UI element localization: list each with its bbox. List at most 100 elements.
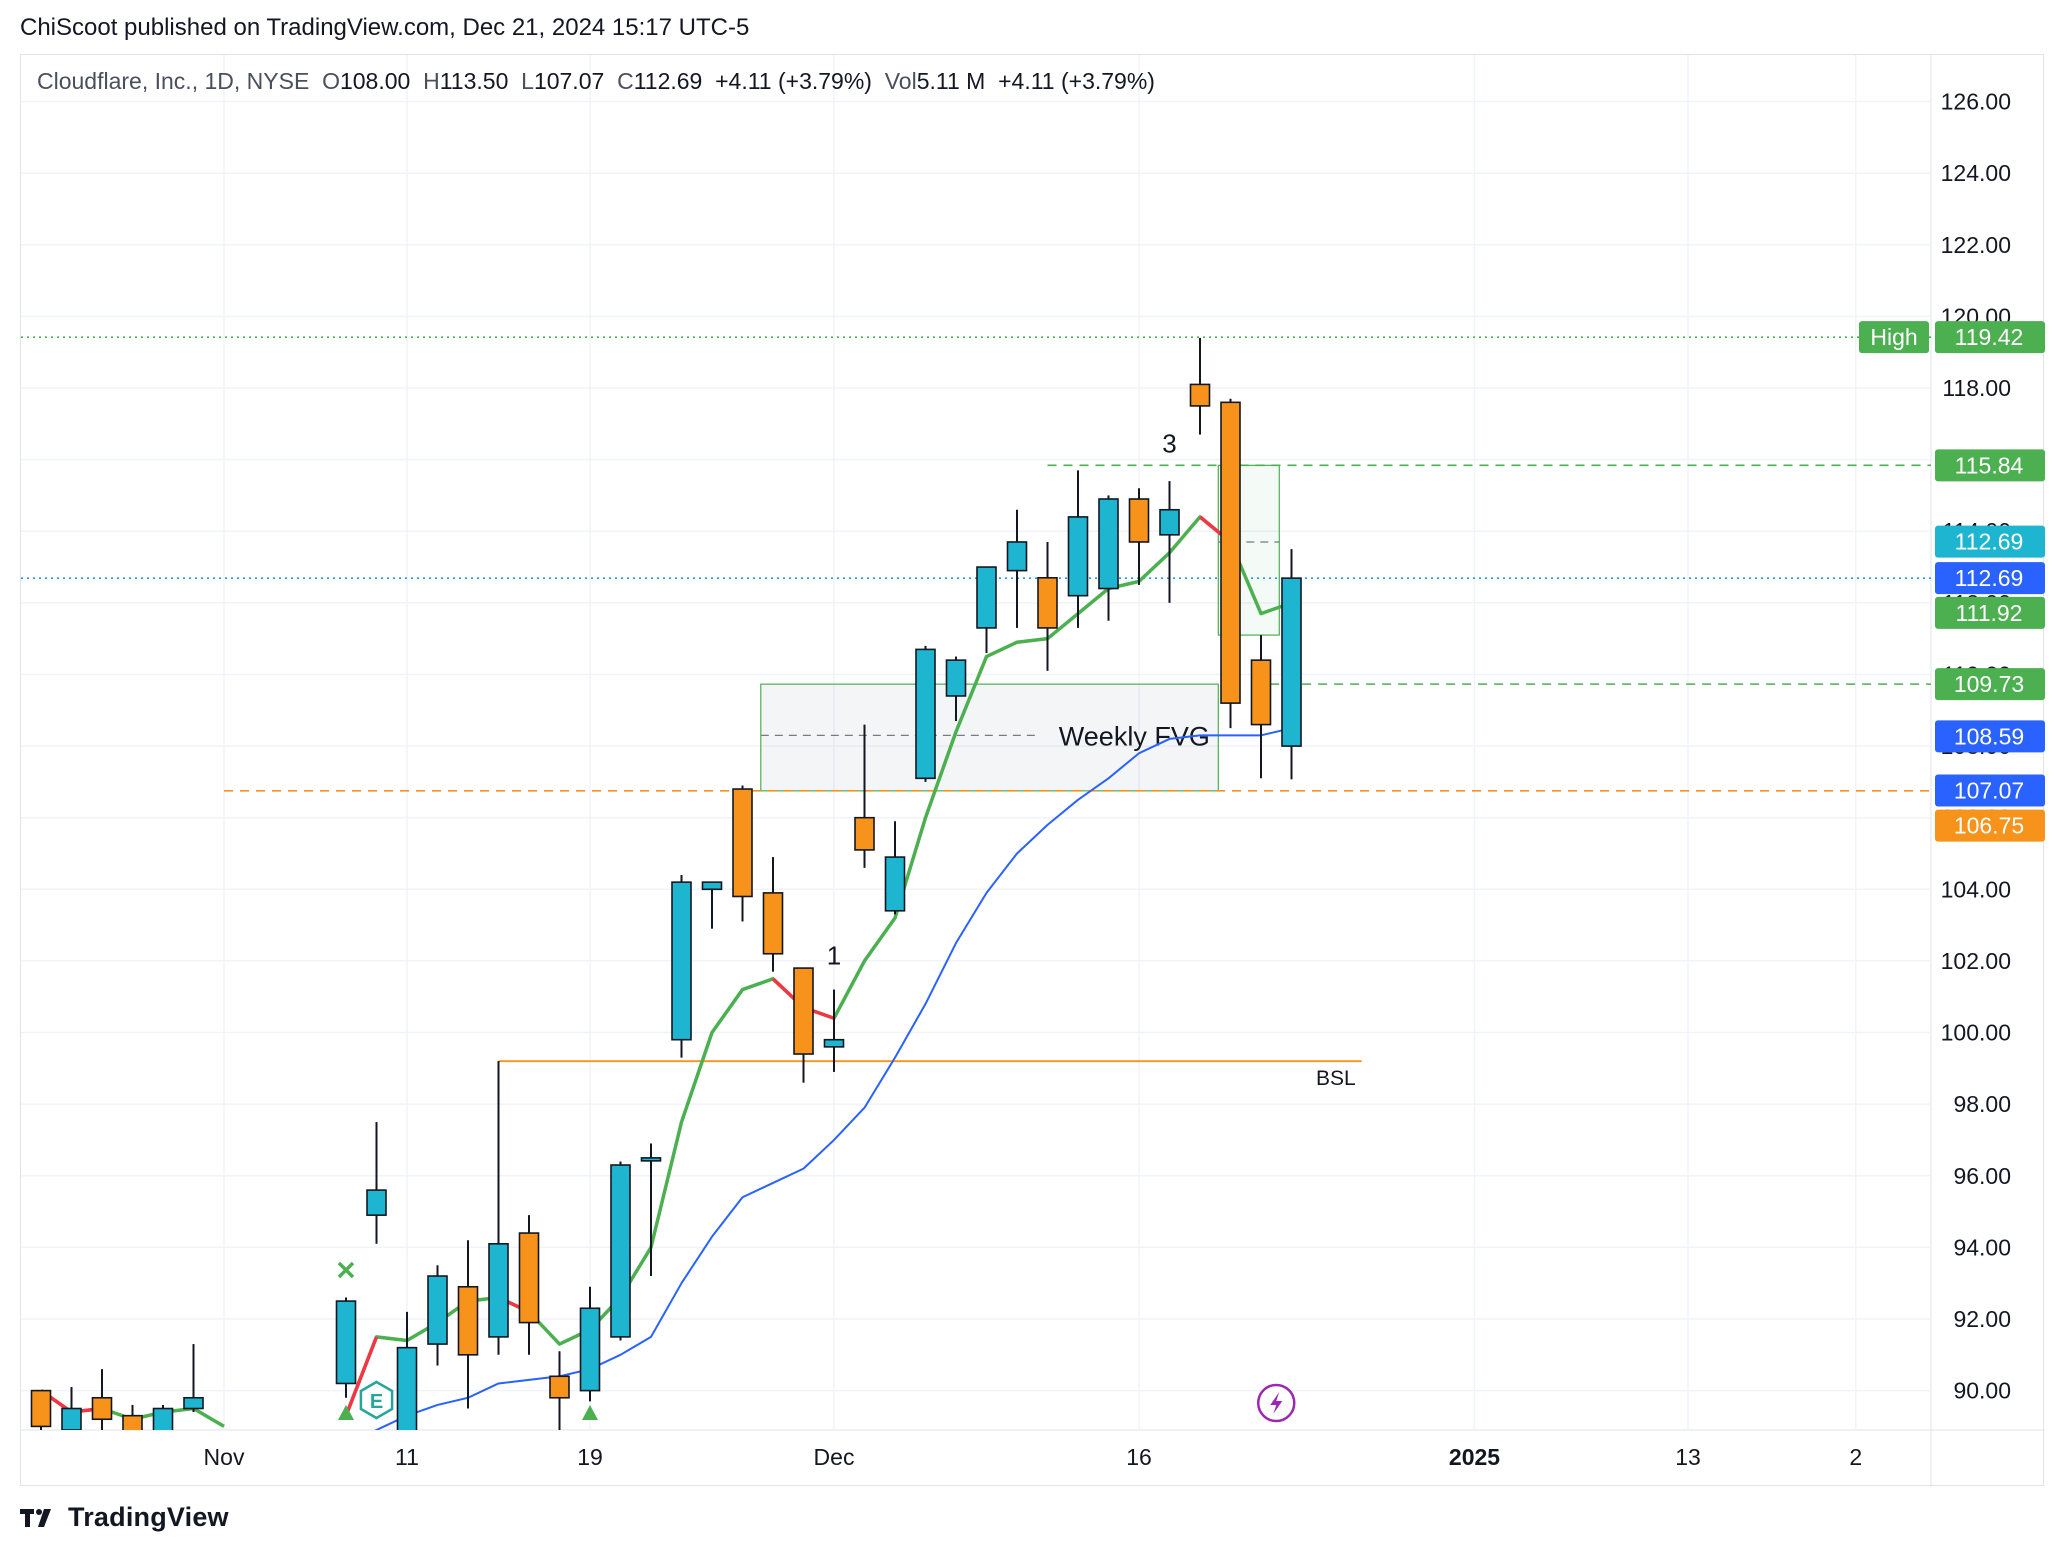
y-tick-label: 98.00 [1953,1091,2011,1117]
y-tick-label: 94.00 [1953,1234,2011,1260]
earnings-icon [359,1380,394,1420]
price-axis-badge [1935,449,2045,482]
x-tick-label: 16 [1126,1444,1152,1470]
candle-bull [610,1164,631,1338]
candle-bull [976,566,997,629]
candle-bull [823,1038,845,1048]
x-tick-label: 19 [577,1444,603,1470]
footer-brand[interactable]: TradingView [20,1502,229,1533]
high-prefix-badge [1859,321,1929,354]
symbol-header: Cloudflare, Inc., 1D, NYSE O108.00 H113.… [37,68,1155,94]
footer-brand-text: TradingView [68,1502,229,1532]
symbol-header-h: 113.50 [440,68,509,94]
candle-bear [91,1396,113,1421]
y-tick-label: 126.00 [1941,89,2011,115]
symbol-header-o-label: O [309,68,340,94]
ema-fast-down-segment [344,1336,379,1417]
candle-bull [396,1346,418,1430]
annotation-label: 1 [827,941,841,971]
y-tick-label: 102.00 [1941,948,2011,974]
candle-bull [1281,577,1302,747]
bsl-label: BSL [1316,1067,1356,1090]
price-axis-badge-text: 115.84 [1955,452,2024,478]
cross-icon [337,1261,355,1279]
publisher-line: ChiScoot published on TradingView.com, D… [20,14,750,41]
x-tick-label: 11 [395,1444,419,1470]
candle-bull [61,1407,82,1430]
annotation-label: 3 [1162,428,1176,458]
candle-bear [122,1414,143,1430]
price-axis-badge-text: 109.73 [1954,671,2024,697]
y-tick-label: 92.00 [1953,1306,2011,1332]
symbol-header-name: Cloudflare, Inc., 1D, NYSE [37,68,309,94]
x-tick-label: 13 [1675,1444,1701,1470]
price-axis-badge [1935,668,2045,701]
candle-bull [183,1396,204,1410]
fvg-box [760,683,1219,792]
candle-bull [1006,541,1028,572]
candle-bear [549,1375,570,1399]
y-tick-label: 122.00 [1941,232,2011,258]
earnings-label: E [370,1391,383,1413]
symbol-header-vol: 5.11 M [917,68,986,94]
price-axis-badge-text: 112.69 [1955,565,2024,591]
candle-bear [732,788,753,898]
symbol-header-l-label: L [508,68,534,94]
y-tick-label: 100.00 [1941,1020,2011,1046]
candle-bull [640,1157,662,1162]
price-axis-badge [1935,809,2045,842]
y-tick-label: 104.00 [1941,876,2011,902]
price-axis-badge-text: 112.69 [1955,529,2024,555]
ema-slow-line [374,727,1292,1430]
candle-bear [1250,659,1272,726]
candle-bear [1037,576,1058,629]
price-axis-badge-text: 119.42 [1955,324,2024,350]
candle-bull [945,659,967,697]
candle-bear [457,1285,479,1356]
symbol-header-vol-label: Vol [872,68,917,94]
triangle-up-icon [338,1405,354,1420]
price-axis-badge [1935,720,2045,753]
candle-bull [671,881,692,1041]
price-axis-badge [1935,774,2045,807]
y-tick-label: 90.00 [1953,1378,2011,1404]
y-tick-label: 124.00 [1941,160,2011,186]
x-tick-label: 2 [1849,1444,1862,1470]
high-prefix-text: High [1870,324,1917,350]
candle-bull [1159,508,1180,536]
chart-svg[interactable]: 90.00 92.00 94.00 96.00 98.00 100.00 102.00 104… [21,55,2045,1487]
candle-bear [793,967,814,1055]
symbol-header-c-label: C [604,68,633,94]
lightning-glyph [1270,1392,1283,1414]
x-tick-label: 2025 [1449,1444,1500,1470]
candle-bear [1128,498,1150,543]
candle-bull [701,881,723,891]
candle-bull [488,1243,509,1338]
candle-bull [152,1407,174,1430]
price-axis-badge [1935,562,2045,595]
chart-frame[interactable]: 90.00 92.00 94.00 96.00 98.00 100.00 102.00 104… [20,54,2045,1487]
x-tick-label: Dec [814,1444,855,1470]
symbol-header-h-label: H [410,68,439,94]
price-axis-badge [1935,596,2045,629]
candle-bear [1189,383,1211,407]
candle-bull [915,648,936,780]
price-axis-badge-text: 108.59 [1954,723,2024,749]
candle-bear [1220,401,1241,704]
symbol-header-vol-chg: +4.11 (+3.79%) [985,68,1155,94]
symbol-header-o: 108.00 [340,68,410,94]
candle-bull [366,1189,387,1216]
price-axis-badge [1935,321,2045,354]
candle-bull [884,856,906,912]
candle-bear [30,1389,52,1428]
y-tick-label: 96.00 [1953,1163,2011,1189]
candle-bull [1098,498,1119,590]
candle-bear [854,816,875,851]
price-axis-badge-text: 106.75 [1954,813,2024,839]
x-tick-label: Nov [204,1444,245,1470]
tradingview-logo-icon [20,1508,51,1527]
candle-bull [1067,516,1089,597]
candle-bull [579,1307,601,1392]
symbol-header-l: 107.07 [534,68,604,94]
